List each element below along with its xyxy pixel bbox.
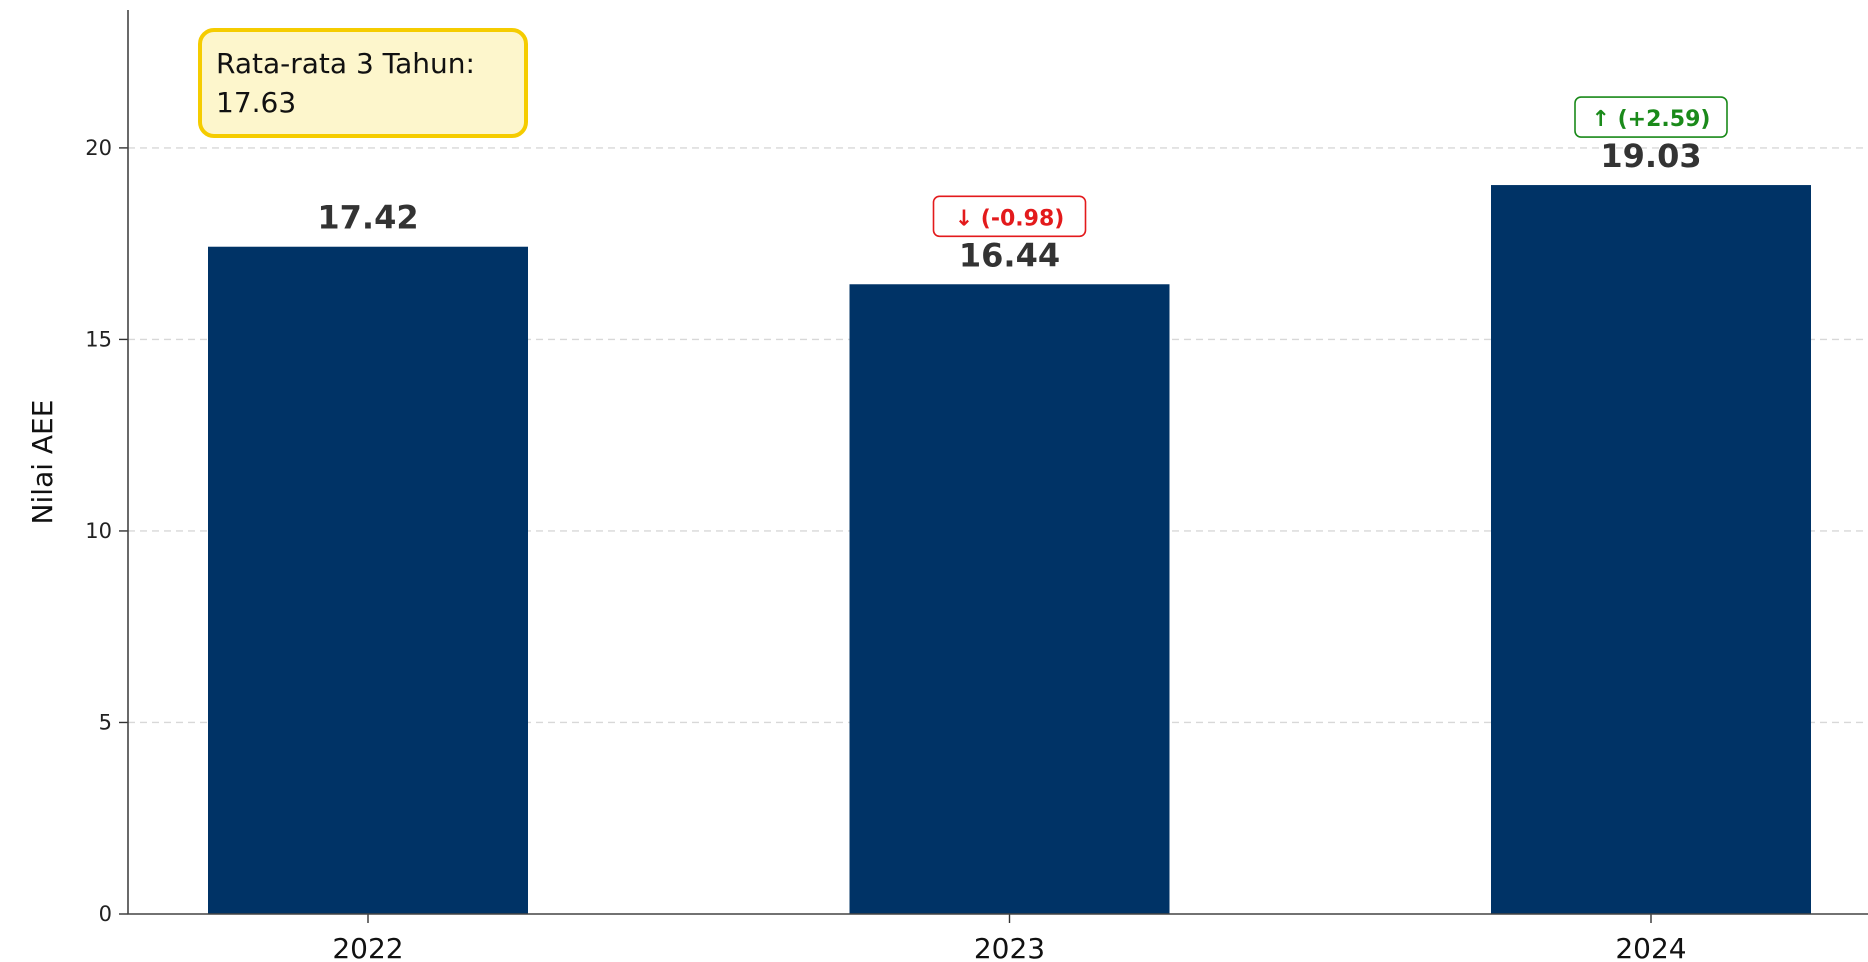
y-tick-label: 15 [85, 327, 112, 351]
average-annotation-line-1: Rata-rata 3 Tahun: [216, 47, 475, 80]
value-label-2022: 17.42 [317, 199, 418, 237]
change-label-2023: ↓ (-0.98) [955, 206, 1065, 231]
bar-2023 [849, 284, 1170, 914]
x-tick-label: 2024 [1615, 932, 1686, 962]
y-tick-label: 20 [85, 136, 112, 160]
y-tick-label: 5 [99, 710, 112, 734]
bars [208, 185, 1811, 915]
y-axis-title: Nilai AEE [26, 400, 59, 525]
bar-2024 [1491, 185, 1811, 915]
change-label-2024: ↑ (+2.59) [1592, 107, 1711, 132]
average-annotation-box [198, 28, 528, 138]
average-annotation-line-2: 17.63 [216, 86, 296, 119]
value-label-2023: 16.44 [959, 236, 1060, 274]
bar-2022 [208, 246, 528, 915]
axes [119, 10, 1868, 923]
x-tick-label: 2022 [332, 932, 403, 962]
labels: 0 5 10 15 20 2022 17.42 2023 16.44 ↓ (-0.98) 2024 1… [85, 96, 1728, 962]
change-badge-2024 [1574, 96, 1728, 138]
change-badge-2023 [932, 195, 1087, 238]
y-tick-label: 10 [85, 519, 112, 543]
y-tick-label: 0 [99, 902, 112, 926]
value-label-2024: 19.03 [1600, 137, 1701, 175]
x-tick-label: 2023 [974, 932, 1045, 962]
average-annotation: Rata-rata 3 Tahun: 17.63 [198, 28, 528, 138]
